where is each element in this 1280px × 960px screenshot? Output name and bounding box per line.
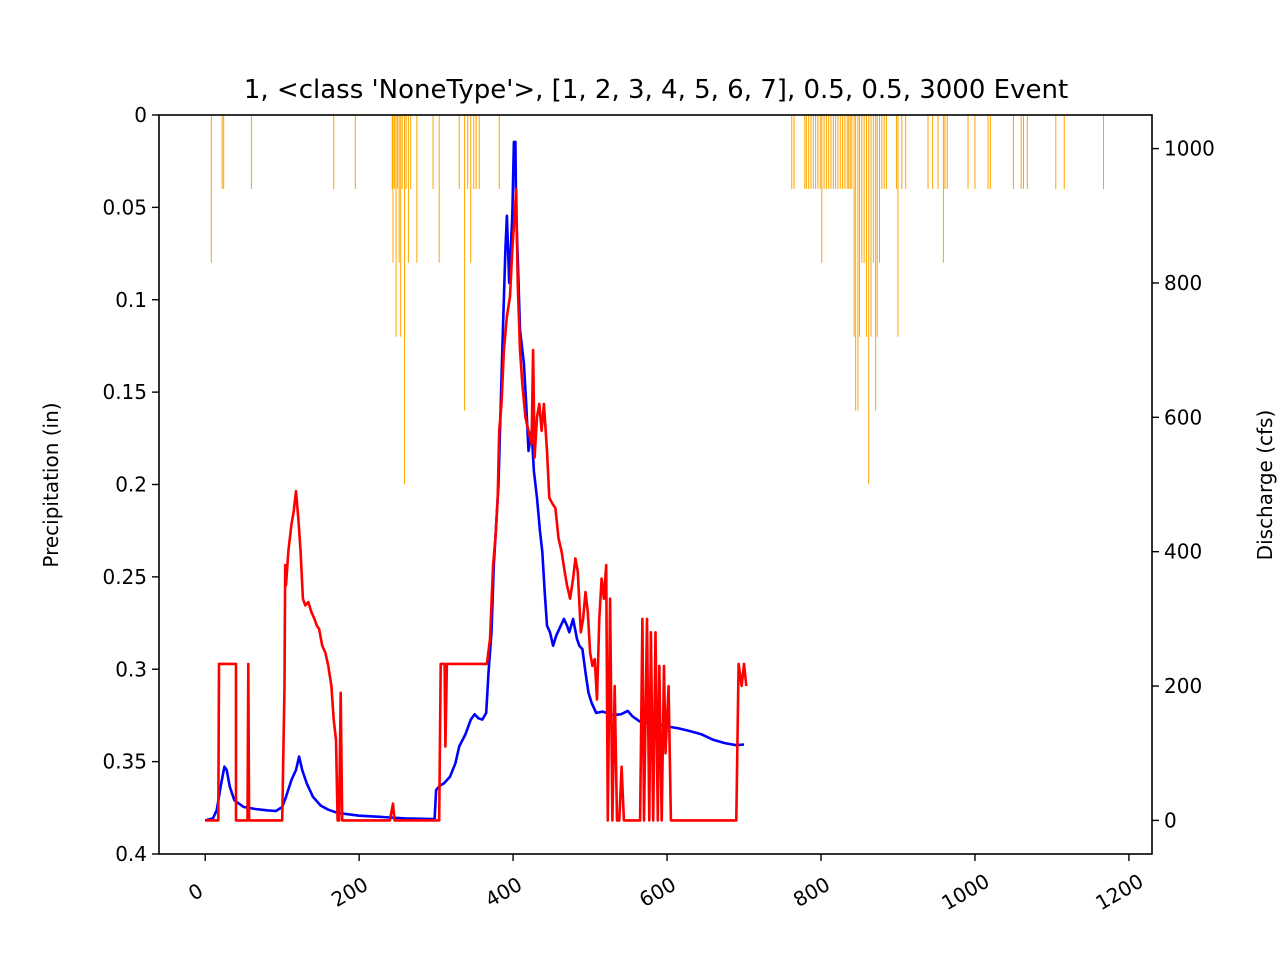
precipitation-tick-label: 0.2 <box>115 473 147 497</box>
precipitation-axis-label: Precipitation (in) <box>39 402 63 567</box>
precipitation-axis: 0 0.05 0.1 0.15 0.2 0.25 0.3 0.35 0.4 <box>102 103 159 866</box>
precipitation-tick-label: 0.25 <box>102 565 147 589</box>
discharge-tick-label: 800 <box>1164 271 1202 295</box>
observed-discharge-line <box>204 140 745 822</box>
discharge-tick-label: 1000 <box>1164 137 1215 161</box>
precipitation-tick-label: 0.35 <box>102 750 147 774</box>
simulated-discharge-line <box>205 187 748 822</box>
precipitation-tick-label: 0.15 <box>102 380 147 404</box>
discharge-axis-label: Discharge (cfs) <box>1253 410 1277 561</box>
discharge-tick-label: 400 <box>1164 540 1202 564</box>
discharge-tick-label: 600 <box>1164 405 1202 429</box>
precipitation-bars <box>210 115 1105 485</box>
precipitation-tick-label: 0.4 <box>115 842 147 866</box>
precipitation-tick-label: 0.05 <box>102 195 147 219</box>
precipitation-tick-label: 0.3 <box>115 657 147 681</box>
precipitation-tick-label: 0.1 <box>115 288 147 312</box>
chart-title: 1, <class 'NoneType'>, [1, 2, 3, 4, 5, 6… <box>244 75 1068 105</box>
precipitation-tick-label: 0 <box>134 103 147 127</box>
discharge-tick-label: 0 <box>1164 808 1177 832</box>
discharge-tick-label: 200 <box>1164 674 1202 698</box>
discharge-series <box>204 140 748 822</box>
discharge-axis: 0 200 400 600 800 1000 <box>1152 137 1215 832</box>
